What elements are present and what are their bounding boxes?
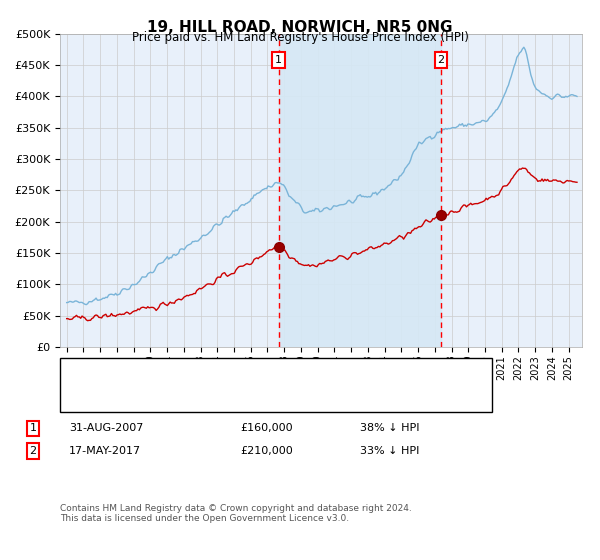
Text: 38% ↓ HPI: 38% ↓ HPI	[360, 423, 419, 433]
Text: 17-MAY-2017: 17-MAY-2017	[69, 446, 141, 456]
Text: £160,000: £160,000	[240, 423, 293, 433]
Text: 19, HILL ROAD, NORWICH, NR5 0NG (detached house): 19, HILL ROAD, NORWICH, NR5 0NG (detache…	[97, 368, 379, 379]
Bar	[278, 34, 441, 347]
Text: 19, HILL ROAD, NORWICH, NR5 0NG: 19, HILL ROAD, NORWICH, NR5 0NG	[147, 20, 453, 35]
Text: 2: 2	[437, 55, 445, 65]
Text: Contains HM Land Registry data © Crown copyright and database right 2024.
This d: Contains HM Land Registry data © Crown c…	[60, 504, 412, 524]
Text: Price paid vs. HM Land Registry's House Price Index (HPI): Price paid vs. HM Land Registry's House …	[131, 31, 469, 44]
Text: £210,000: £210,000	[240, 446, 293, 456]
Text: 1: 1	[29, 423, 37, 433]
Text: 2: 2	[29, 446, 37, 456]
Text: 33% ↓ HPI: 33% ↓ HPI	[360, 446, 419, 456]
Text: 31-AUG-2007: 31-AUG-2007	[69, 423, 143, 433]
Text: HPI: Average price, detached house, South Norfolk: HPI: Average price, detached house, Sout…	[97, 391, 361, 402]
Text: 1: 1	[275, 55, 282, 65]
